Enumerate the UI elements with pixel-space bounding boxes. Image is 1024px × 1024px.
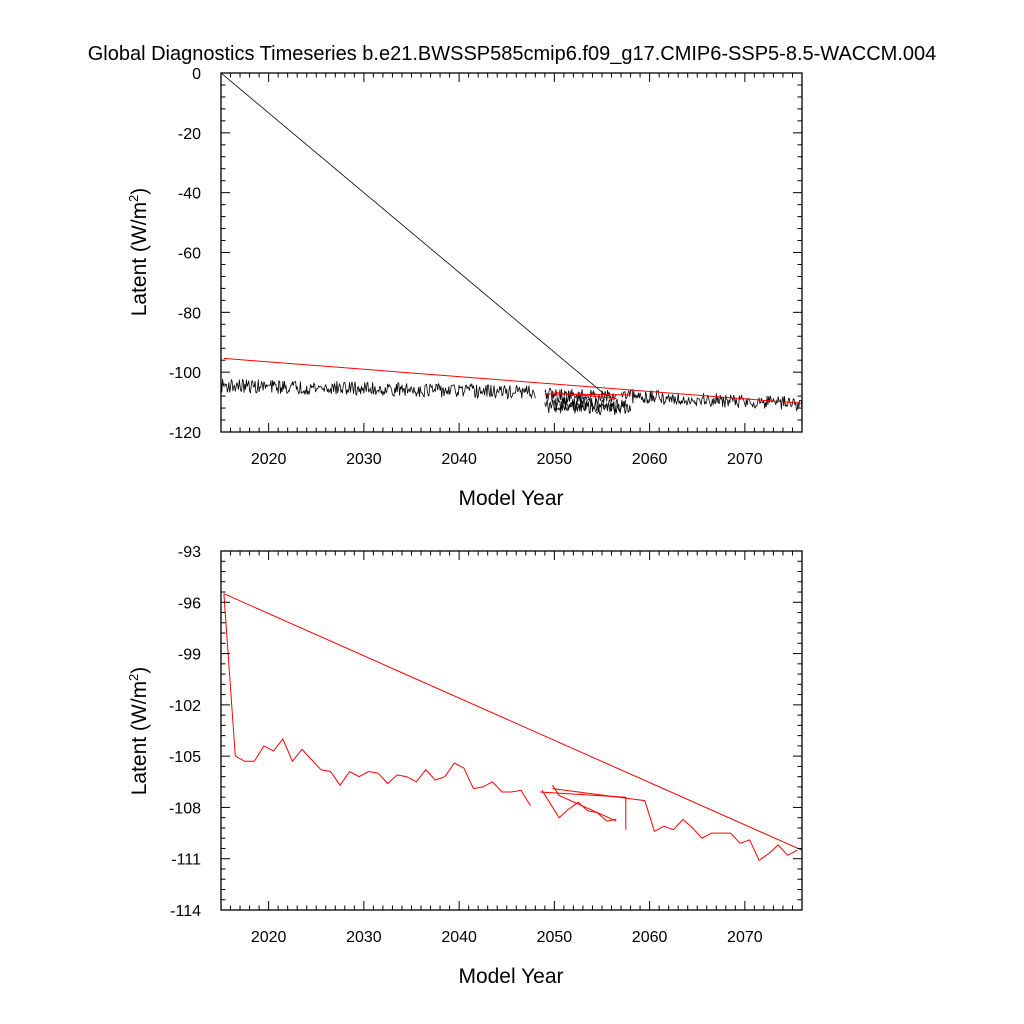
- bottom-x-tick-label: 2030: [346, 929, 382, 946]
- top-annual-line-7: [544, 393, 631, 396]
- top-monthly-line-5: [554, 397, 627, 415]
- top-x-tick-label: 2060: [632, 451, 668, 468]
- bottom-series-group: [223, 593, 802, 862]
- bottom-y-tick-label: -114: [170, 903, 201, 920]
- top-y-tick-label: -20: [178, 126, 201, 143]
- top-annual-line-8: [554, 392, 617, 399]
- bottom-y-axis-label-close: ): [128, 667, 151, 674]
- top-y-tick-label: -120: [169, 425, 201, 442]
- top-x-tick-label: 2020: [251, 451, 287, 468]
- bottom-y-tick-label: -105: [169, 749, 201, 766]
- bottom-x-tick-label: 2040: [441, 929, 477, 946]
- bottom-y-tick-label: -93: [178, 544, 201, 561]
- figure-title: Global Diagnostics Timeseries b.e21.BWSS…: [88, 43, 937, 65]
- top-y-tick-label: -80: [178, 305, 201, 322]
- bottom-y-tick-label: -111: [171, 852, 201, 869]
- bottom-y-tick-label: -102: [169, 698, 201, 715]
- bottom-x-axis-label: Model Year: [458, 965, 563, 988]
- bottom-y-tick-label: -99: [178, 647, 201, 664]
- top-y-axis-label: Latent (W/m2): [126, 188, 151, 317]
- bottom-x-tick-label: 2020: [251, 929, 287, 946]
- bottom-annual-trend-line: [223, 593, 802, 851]
- top-annual-line-6: [223, 357, 802, 404]
- top-y-tick-label: -60: [178, 246, 201, 263]
- bottom-y-axis-label: Latent (W/m2): [126, 667, 151, 796]
- top-monthly-line-1: [221, 378, 536, 400]
- top-x-tick-label: 2040: [441, 451, 477, 468]
- top-x-tick-label: 2070: [727, 451, 763, 468]
- bottom-y-tick-label: -96: [178, 595, 201, 612]
- bottom-panel: 2020 2030 2040 2050 2060 2070 -93 -96 -99 -102 -10…: [126, 544, 803, 988]
- bottom-x-tick-label: 2070: [727, 929, 763, 946]
- bottom-axes-group: 2020 2030 2040 2050 2060 2070 -93 -96 -99 -102 -10…: [169, 544, 803, 946]
- bottom-annual-late-line: [552, 788, 798, 862]
- top-y-axis-label-sup: 2: [126, 195, 141, 202]
- bottom-annual-reset-3-line: [540, 791, 627, 830]
- bottom-y-axis-label-main: Latent (W/m: [128, 681, 151, 795]
- top-y-axis-label-close: ): [128, 188, 151, 195]
- top-x-tick-label: 2050: [537, 451, 573, 468]
- top-y-tick-label: 0: [192, 66, 201, 83]
- bottom-y-tick-label: -108: [169, 800, 201, 817]
- bottom-plot-frame: [220, 550, 803, 911]
- top-monthly-line-0: [221, 73, 607, 397]
- top-y-tick-label: -100: [169, 365, 201, 382]
- top-y-axis-label-main: Latent (W/m: [128, 202, 151, 316]
- bottom-x-tick-label: 2050: [537, 929, 573, 946]
- top-x-tick-label: 2030: [346, 451, 382, 468]
- bottom-annual-early-line: [223, 593, 531, 806]
- top-y-tick-label: -40: [178, 186, 201, 203]
- top-axes-group: 2020 2030 2040 2050 2060 2070 0 -20 -40 -60 -80 -10…: [169, 66, 803, 468]
- top-monthly-line-3: [620, 388, 802, 412]
- top-series-group: [221, 73, 802, 416]
- top-panel: 2020 2030 2040 2050 2060 2070 0 -20 -40 -60 -80 -10…: [126, 66, 803, 510]
- bottom-y-axis-label-sup: 2: [126, 674, 141, 681]
- top-monthly-line-4: [544, 399, 631, 416]
- top-x-axis-label: Model Year: [458, 487, 563, 510]
- bottom-annual-reset-2-line: [552, 784, 617, 822]
- top-plot-frame: [220, 72, 803, 433]
- bottom-x-tick-label: 2060: [632, 929, 668, 946]
